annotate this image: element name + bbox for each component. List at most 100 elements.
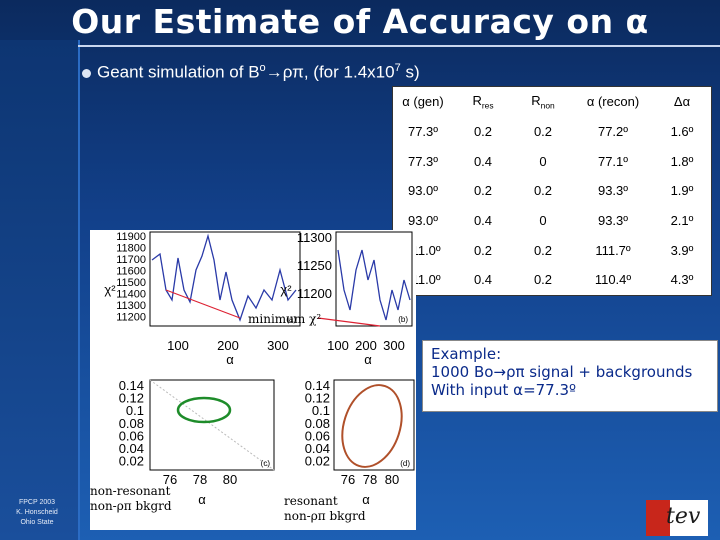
panel-d-ytick: 0.1 — [312, 403, 330, 418]
table-row: 111.0º 0.2 0.2 111.7º 3.9º — [393, 235, 711, 265]
table-cell: 93.3º — [597, 213, 629, 229]
panel-d-ytick: 0.08 — [305, 416, 330, 431]
header-alpha-gen: α (gen) — [402, 94, 444, 110]
panel-a-xtick: 300 — [267, 338, 289, 353]
panel-d-ellipse — [341, 384, 403, 468]
panel-a-curve — [151, 233, 297, 322]
slide-title: Our Estimate of Accuracy on α — [71, 2, 649, 41]
table-cell: 0.2 — [533, 183, 553, 199]
min-chi2-label: minimum χ² — [248, 312, 322, 326]
panel-d-ytick: 0.14 — [305, 378, 330, 393]
caption-nonresonant: non-resonant non-ρπ bkgrd — [90, 484, 172, 513]
table-cell: 0.2 — [533, 272, 553, 288]
table-cell: 0 — [539, 153, 547, 169]
panel-c-grid — [149, 379, 275, 471]
table-cell: 77.2º — [597, 124, 629, 140]
panel-b-frame — [335, 231, 413, 327]
table-cell: 77.1º — [597, 153, 629, 169]
left-sidebar-bar — [0, 40, 80, 540]
header-r-res: Rres — [472, 93, 494, 111]
panel-c-ytick: 0.14 — [119, 378, 144, 393]
panel-d-frame — [333, 379, 415, 471]
panel-d-xtick: 76 — [341, 472, 355, 487]
panel-d-xtick: 78 — [363, 472, 377, 487]
table-cell: 0.2 — [533, 124, 553, 140]
panel-a-ytick: 11200 — [116, 312, 146, 324]
table-cell: 0.2 — [533, 242, 553, 258]
panel-a-tag: (a) — [286, 315, 296, 324]
min-chi2-arrow-right — [317, 317, 381, 327]
panel-b-ytick: 11250 — [297, 258, 332, 273]
table-row: 111.0º 0.4 0.2 110.4º 4.3º — [393, 265, 711, 295]
table-cell: 93.0º — [407, 213, 439, 229]
example-box: Example: 1000 Bo→ρπ signal + backgrounds… — [422, 340, 718, 412]
panel-a-ytick: 11300 — [116, 300, 146, 312]
table-cell: 0.4 — [473, 272, 493, 288]
panel-b-xtick: 300 — [383, 338, 405, 353]
table-header: α (gen) Rres Rnon α (recon) Δα — [393, 87, 711, 117]
panel-c-ytick: 0.04 — [119, 441, 144, 456]
panel-a-ytick: 11600 — [116, 266, 146, 278]
panel-b-xtick: 200 — [355, 338, 377, 353]
table-cell: 93.3º — [597, 183, 629, 199]
panel-c-ytick: 0.02 — [119, 454, 144, 469]
panel-c-ytick: 0.1 — [126, 403, 144, 418]
caption-resonant: resonant non-ρπ bkgrd — [284, 494, 366, 523]
bullet-text: Geant simulation of Bo→ρπ, (for 1.4x107 … — [82, 62, 420, 83]
table-cell: 0.2 — [473, 124, 493, 140]
header-delta-alpha: Δα — [673, 94, 691, 110]
example-signal: 1000 Bo→ρπ signal + backgrounds — [431, 363, 693, 381]
panel-b-ytick: 11300 — [297, 230, 332, 245]
example-input: With input α=77.3º — [431, 381, 577, 399]
panel-d-ytick: 0.04 — [305, 441, 330, 456]
panel-b-xtick: 100 — [327, 338, 349, 353]
table-row: 93.0º 0.4 0 93.3º 2.1º — [393, 206, 711, 236]
table-row: 93.0º 0.2 0.2 93.3º 1.9º — [393, 176, 711, 206]
table-cell: 0.4 — [473, 153, 493, 169]
panel-c-xtick: 78 — [193, 472, 207, 487]
min-chi2-arrow-left — [165, 289, 241, 319]
table-row: 77.3º 0.2 0.2 77.2º 1.6º — [393, 117, 711, 147]
panel-b-alpha: α — [364, 352, 372, 367]
panel-c-ytick: 0.12 — [119, 391, 144, 406]
panel-b-ytick: 11200 — [297, 286, 332, 301]
panel-d-ytick: 0.12 — [305, 391, 330, 406]
table-cell: 4.3º — [670, 272, 694, 288]
panel-a-ytick: 11500 — [116, 277, 146, 289]
table-cell: 1.6º — [670, 124, 694, 140]
chi2-plots: 11900 11800 11700 11600 11500 11400 11300 11200… — [90, 230, 416, 530]
panel-a-alpha: α — [226, 352, 234, 367]
panel-a-xtick: 100 — [167, 338, 189, 353]
panel-c-frame — [149, 379, 275, 471]
table-cell: 0.2 — [473, 183, 493, 199]
panel-a-ytick: 11800 — [116, 243, 146, 255]
panel-a-ytick: 11700 — [116, 254, 146, 266]
table-cell: 1.9º — [670, 183, 694, 199]
panel-b-tag: (b) — [398, 315, 408, 324]
footer-credit: FPCP 2003 K. Honscheid Ohio State — [16, 499, 58, 526]
btev-logo: tev — [646, 500, 708, 536]
table-cell: 0.2 — [473, 242, 493, 258]
panel-a-ytick: 11400 — [116, 289, 146, 301]
panel-a-frame — [149, 231, 301, 327]
panel-a-xtick: 200 — [217, 338, 239, 353]
logo-red-block — [646, 500, 670, 536]
table-cell: 77.3º — [407, 124, 439, 140]
panel-b-chi-label: χ² — [280, 282, 292, 297]
header-alpha-recon: α (recon) — [586, 94, 640, 110]
table-cell: 77.3º — [407, 153, 439, 169]
panel-d-xtick: 80 — [385, 472, 399, 487]
panel-c-xtick: 80 — [223, 472, 237, 487]
table-cell: 3.9º — [670, 242, 694, 258]
panel-c-tag: (c) — [261, 459, 271, 468]
header-r-non: Rnon — [531, 93, 555, 111]
plots-svg: 1190011800117001160011500114001130011200… — [104, 230, 415, 507]
table-cell: 0.4 — [473, 213, 493, 229]
panel-a-chi-label: χ² — [104, 282, 116, 297]
table-cell: 111.7º — [595, 242, 631, 258]
table-cell: 0 — [539, 213, 547, 229]
panel-b-curve — [337, 249, 411, 321]
panel-c-ytick: 0.06 — [119, 428, 144, 443]
bullet-icon — [82, 68, 91, 78]
table-cell: 93.0º — [407, 183, 439, 199]
